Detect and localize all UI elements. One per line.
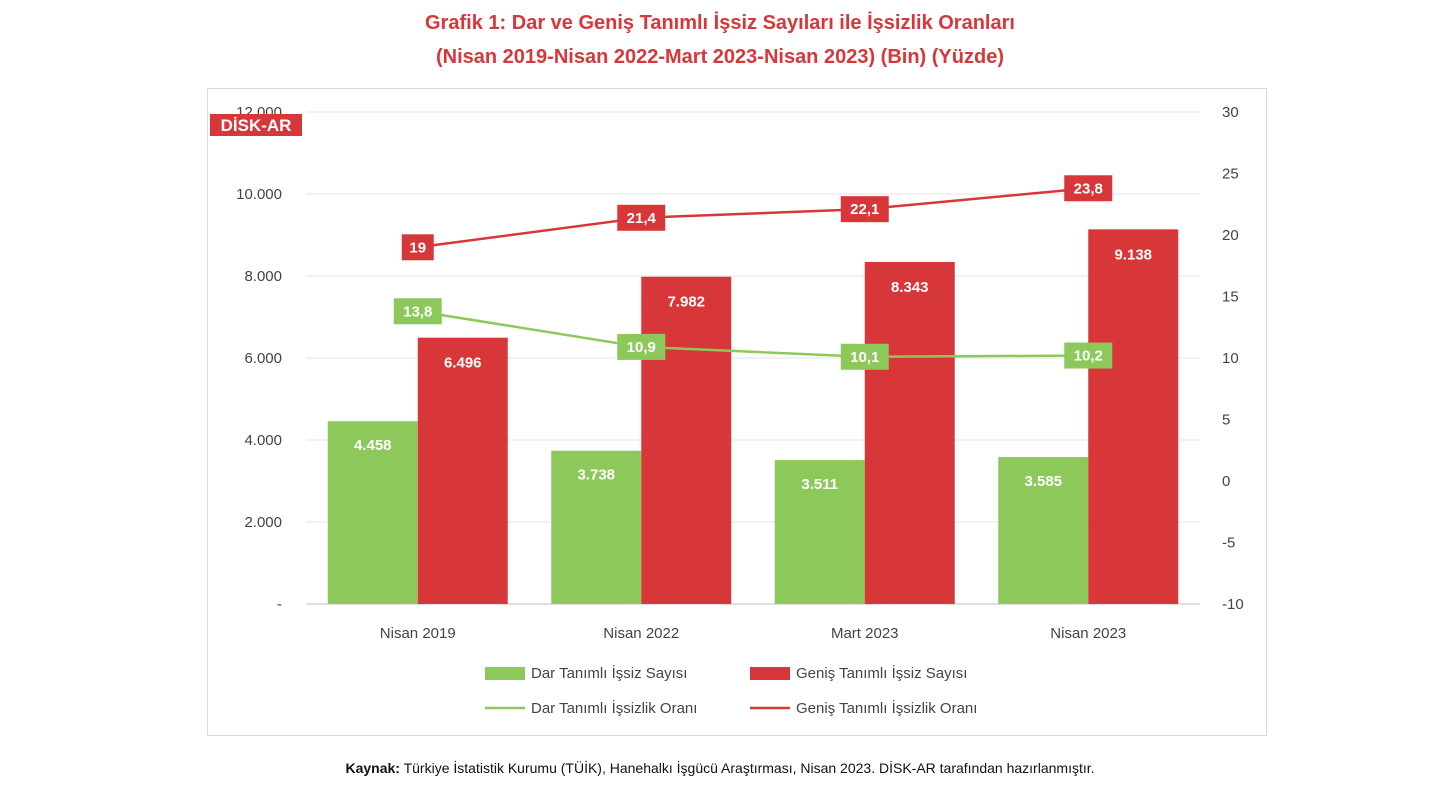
- legend-label: Dar Tanımlı İşsiz Sayısı: [531, 664, 687, 682]
- chart-frame: -2.000 4.000 6.000 8.000 10.000 12.000 -10 -5 0 5…: [207, 88, 1267, 736]
- data-label-genis-sayisi: 8.343: [891, 279, 929, 296]
- y-right-tick-label: 30: [1222, 104, 1239, 121]
- bar-genis-sayisi: [1088, 229, 1179, 605]
- disk-ar-logo: DİSK-AR: [210, 114, 302, 136]
- chart-title-line2: (Nisan 2019-Nisan 2022-Mart 2023-Nisan 2…: [436, 46, 1004, 68]
- point-label-dar-orani: 10,1: [850, 349, 879, 366]
- chart-title-line1: Grafik 1: Dar ve Geniş Tanımlı İşsiz Say…: [425, 12, 1015, 34]
- x-tick-label: Nisan 2023: [1050, 625, 1126, 642]
- data-label-dar-sayisi: 3.738: [577, 467, 615, 484]
- point-label-dar-orani-box: [840, 343, 889, 370]
- data-label-genis-sayisi: 9.138: [1114, 246, 1152, 263]
- svg-text:DİSK-AR: DİSK-AR: [221, 116, 292, 135]
- point-label-dar-orani-box: [1064, 342, 1113, 369]
- data-label-genis-sayisi: 7.982: [667, 294, 705, 311]
- bar-genis-sayisi: [864, 261, 955, 604]
- y-right-tick-label: -10: [1222, 596, 1244, 613]
- legend-label: Dar Tanımlı İşsizlik Oranı: [531, 699, 697, 717]
- point-label-genis-orani: 21,4: [627, 210, 657, 227]
- point-label-dar-orani: 10,2: [1074, 348, 1103, 365]
- point-label-dar-orani: 10,9: [627, 339, 656, 356]
- data-label-dar-sayisi: 3.511: [801, 476, 838, 493]
- bar-dar-sayisi: [774, 460, 865, 604]
- y-right-tick-label: 25: [1222, 166, 1239, 183]
- point-label-genis-orani-box: [1064, 175, 1113, 202]
- data-label-genis-sayisi: 6.496: [444, 355, 482, 372]
- y-left-tick-label: 2.000: [244, 514, 282, 531]
- bar-genis-sayisi: [641, 276, 732, 604]
- data-label-dar-sayisi: 3.585: [1024, 473, 1062, 490]
- y-left-tick-label: 10.000: [236, 186, 282, 203]
- bar-dar-sayisi: [327, 421, 418, 604]
- y-left-tick-label: 8.000: [244, 268, 282, 285]
- source-note: Kaynak: Türkiye İstatistik Kurumu (TÜİK)…: [0, 760, 1440, 776]
- point-label-dar-orani-box: [617, 333, 666, 360]
- x-tick-label: Nisan 2022: [603, 625, 679, 642]
- legend-swatch: [750, 667, 790, 680]
- y-right-tick-label: 10: [1222, 350, 1239, 367]
- legend-label: Geniş Tanımlı İşsiz Sayısı: [796, 664, 967, 682]
- y-left-tick-label: 6.000: [244, 350, 282, 367]
- y-left-tick-label: -: [277, 596, 282, 613]
- line-genis-orani: [417, 187, 1089, 249]
- x-tick-label: Mart 2023: [831, 625, 899, 642]
- legend-label: Geniş Tanımlı İşsizlik Oranı: [796, 699, 977, 717]
- point-label-dar-orani-box: [393, 298, 442, 325]
- point-label-genis-orani-box: [617, 204, 666, 231]
- legend-swatch: [485, 667, 525, 680]
- y-right-tick-label: -5: [1222, 535, 1235, 552]
- source-text: Türkiye İstatistik Kurumu (TÜİK), Haneha…: [399, 760, 1095, 776]
- y-right-tick-label: 5: [1222, 412, 1230, 429]
- bar-genis-sayisi: [417, 337, 508, 604]
- point-label-dar-orani: 13,8: [403, 303, 432, 320]
- chart-svg: -2.0004.0006.0008.00010.00012.000-10-505…: [236, 104, 1244, 717]
- x-tick-label: Nisan 2019: [380, 625, 456, 642]
- bar-dar-sayisi: [998, 457, 1089, 604]
- point-label-genis-orani: 19: [409, 239, 426, 256]
- y-right-tick-label: 0: [1222, 473, 1230, 490]
- bar-dar-sayisi: [551, 450, 642, 604]
- point-label-genis-orani: 22,1: [850, 201, 879, 218]
- source-label: Kaynak:: [345, 760, 400, 776]
- y-right-tick-label: 20: [1222, 227, 1239, 244]
- point-label-genis-orani-box: [840, 196, 889, 223]
- line-dar-orani: [417, 310, 1089, 359]
- data-label-dar-sayisi: 4.458: [354, 437, 392, 454]
- point-label-genis-orani-box: [401, 234, 434, 261]
- y-left-tick-label: 4.000: [244, 432, 282, 449]
- point-label-genis-orani: 23,8: [1074, 180, 1103, 197]
- y-right-tick-label: 15: [1222, 289, 1239, 306]
